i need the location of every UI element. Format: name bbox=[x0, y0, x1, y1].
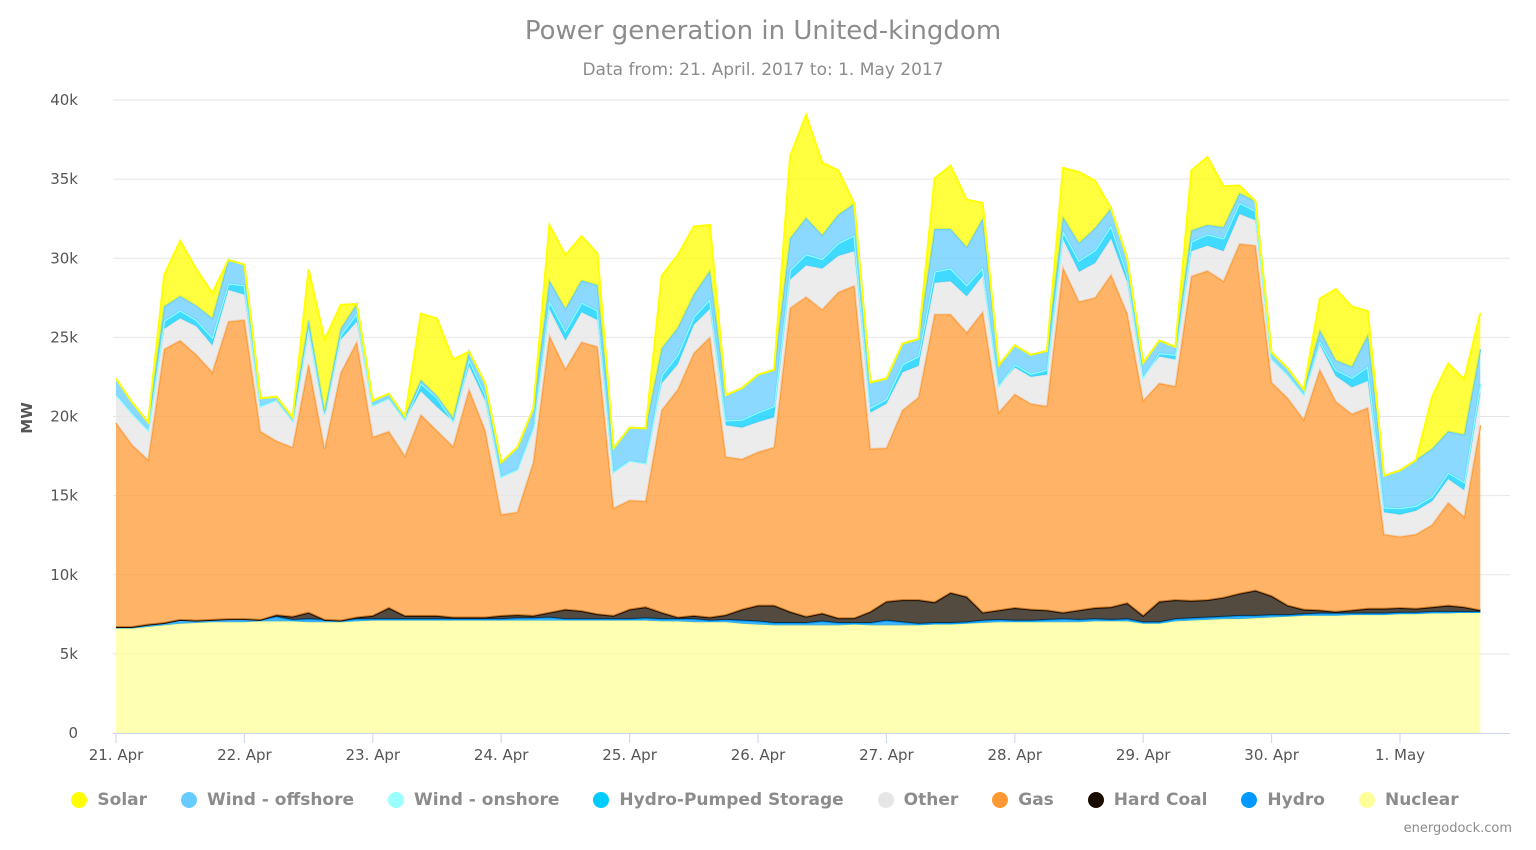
legend-item-hydro-pumped-storage[interactable]: Hydro-Pumped Storage bbox=[593, 790, 844, 810]
legend-item-wind-offshore[interactable]: Wind - offshore bbox=[181, 790, 354, 810]
x-tick-label: 26. Apr bbox=[731, 746, 786, 764]
y-tick-label: 15k bbox=[50, 487, 78, 505]
area-gas bbox=[116, 244, 1481, 627]
area-solar bbox=[116, 115, 1481, 476]
legend-label: Hydro bbox=[1267, 790, 1325, 810]
legend-label: Gas bbox=[1018, 790, 1054, 810]
x-tick-label: 30. Apr bbox=[1244, 746, 1299, 764]
legend-item-nuclear[interactable]: Nuclear bbox=[1358, 790, 1459, 810]
legend-marker-icon bbox=[181, 792, 198, 808]
legend-label: Nuclear bbox=[1384, 790, 1459, 810]
area-hydro-pumped-storage bbox=[116, 202, 1481, 515]
y-axis-label: MW bbox=[18, 402, 36, 434]
x-tick-label: 1. May bbox=[1375, 746, 1425, 764]
area-nuclear bbox=[116, 612, 1481, 733]
legend-label: Solar bbox=[97, 790, 148, 810]
chart-title: Power generation in United-kingdom bbox=[524, 16, 1002, 46]
y-tick-label: 30k bbox=[50, 249, 78, 267]
legend-marker-icon bbox=[992, 792, 1009, 808]
y-tick-label: 0 bbox=[68, 724, 78, 742]
legend-item-solar[interactable]: Solar bbox=[71, 790, 147, 810]
legend-item-hydro[interactable]: Hydro bbox=[1241, 790, 1325, 810]
legend-item-wind-onshore[interactable]: Wind - onshore bbox=[388, 790, 559, 810]
legend-marker-icon bbox=[71, 792, 88, 808]
legend-marker-icon bbox=[1087, 792, 1104, 808]
legend-marker-icon bbox=[388, 792, 405, 808]
x-tick-label: 27. Apr bbox=[859, 746, 914, 764]
credit-link[interactable]: energodock.com bbox=[1403, 821, 1512, 836]
y-tick-label: 35k bbox=[50, 170, 78, 188]
legend-label: Wind - onshore bbox=[414, 790, 560, 810]
x-tick-label: 25. Apr bbox=[602, 746, 657, 764]
legend-label: Hard Coal bbox=[1113, 790, 1208, 810]
x-tick-label: 24. Apr bbox=[474, 746, 529, 764]
y-tick-label: 25k bbox=[50, 328, 78, 346]
legend: Solar Wind - offshore Wind - onshore Hydro-… bbox=[0, 790, 1536, 810]
x-tick-label: 22. Apr bbox=[217, 746, 272, 764]
x-tick-label: 23. Apr bbox=[346, 746, 401, 764]
x-tick-label: 29. Apr bbox=[1116, 746, 1171, 764]
legend-marker-icon bbox=[1241, 792, 1258, 808]
x-axis: 21. Apr 22. Apr 23. Apr 24. Apr 25. Apr 26. A… bbox=[89, 733, 1510, 764]
y-tick-label: 20k bbox=[50, 408, 78, 426]
legend-item-gas[interactable]: Gas bbox=[992, 790, 1054, 810]
x-tick-label: 21. Apr bbox=[89, 746, 144, 764]
legend-item-hard-coal[interactable]: Hard Coal bbox=[1087, 790, 1208, 810]
area-other bbox=[116, 213, 1481, 537]
legend-label: Hydro-Pumped Storage bbox=[619, 790, 844, 810]
legend-marker-icon bbox=[1358, 792, 1375, 808]
legend-item-other[interactable]: Other bbox=[877, 790, 959, 810]
y-tick-label: 5k bbox=[60, 645, 79, 663]
stacked-areas bbox=[115, 112, 1482, 733]
y-tick-label: 40k bbox=[50, 91, 78, 109]
x-tick-label: 28. Apr bbox=[988, 746, 1043, 764]
legend-label: Other bbox=[903, 790, 959, 810]
area-wind-offshore bbox=[116, 193, 1481, 509]
legend-marker-icon bbox=[593, 792, 610, 808]
legend-label: Wind - offshore bbox=[207, 790, 355, 810]
legend-marker-icon bbox=[877, 792, 894, 808]
y-tick-label: 10k bbox=[50, 566, 78, 584]
y-axis: 0 5k 10k 15k 20k 25k 30k 35k 40k bbox=[50, 91, 78, 742]
chart-subtitle: Data from: 21. April. 2017 to: 1. May 20… bbox=[582, 60, 944, 80]
line-solar bbox=[115, 112, 1482, 478]
